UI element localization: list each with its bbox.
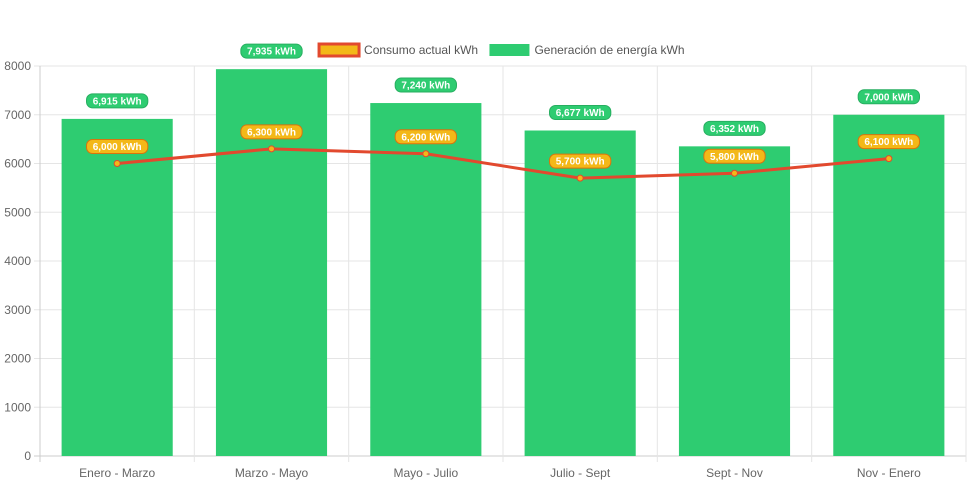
bar-data-label-text: 7,240 kWh (401, 81, 450, 92)
line-data-label-bg (86, 139, 149, 154)
line-data-label-bg (240, 124, 303, 140)
x-tick-label: Julio - Sept (550, 466, 611, 480)
bar-data-label-text: 6,915 kWh (93, 96, 142, 107)
line-layer (113, 145, 893, 182)
y-tick-label: 8000 (4, 59, 31, 73)
axis-layer: 0 1000 2000 3000 4000 5000 6000 7000 8000 Enero -… (4, 59, 921, 480)
bar-data-label: 6,677 kWh (549, 104, 612, 120)
bar-data-label-text: 6,352 kWh (710, 124, 759, 135)
bar-data-label: 6,352 kWh (703, 120, 766, 136)
legend-item-consumo[interactable]: Consumo actual kWh (317, 42, 478, 58)
bar-data-label-bg (857, 89, 920, 105)
point-consumo[interactable] (576, 174, 584, 182)
point-consumo[interactable] (113, 160, 121, 167)
line-data-label-text: 5,800 kWh (710, 152, 759, 163)
bar-data-label: 6,915 kWh (86, 93, 149, 109)
x-tick-label: Marzo - Mayo (235, 466, 309, 480)
point-consumo[interactable] (731, 169, 738, 177)
x-tick-label: Sept - Nov (706, 466, 763, 480)
x-tick-label: Enero - Marzo (79, 466, 155, 480)
y-tick-label: 2000 (4, 352, 31, 366)
y-tick-label: 6000 (4, 157, 31, 171)
y-tick-label: 4000 (4, 254, 31, 268)
x-tick-label: Nov - Enero (857, 466, 921, 480)
bar-generacion[interactable] (678, 146, 791, 456)
line-consumo (117, 147, 889, 180)
bar-data-label: 7,935 kWh (240, 43, 303, 59)
line-data-label: 6,200 kWh (394, 129, 457, 145)
point-consumo[interactable] (268, 145, 275, 153)
line-data-label-text: 6,200 kWh (401, 132, 450, 143)
bar-data-label-bg (240, 43, 303, 59)
y-tick-label: 0 (24, 449, 31, 463)
line-data-label: 6,100 kWh (857, 134, 920, 150)
bar-data-label-bg (703, 120, 766, 136)
line-data-label: 5,700 kWh (549, 153, 612, 169)
line-data-label-text: 6,300 kWh (247, 127, 296, 138)
legend-label: Consumo actual kWh (364, 43, 478, 57)
line-data-label-text: 6,100 kWh (864, 137, 913, 148)
legend[interactable]: Consumo actual kWh Generación de energía … (317, 42, 685, 58)
line-data-label-bg (394, 129, 457, 145)
grid-layer (34, 65, 967, 462)
line-data-label: 6,000 kWh (86, 139, 149, 154)
bar-data-label-bg (86, 93, 149, 109)
line-data-label-text: 5,700 kWh (556, 157, 605, 168)
point-consumo[interactable] (422, 150, 430, 158)
line-data-label: 5,800 kWh (703, 148, 766, 164)
line-data-label: 6,300 kWh (240, 124, 303, 140)
line-data-label-text: 6,000 kWh (93, 142, 142, 153)
line-data-label-bg (703, 148, 766, 164)
x-tick-label: Mayo - Julio (393, 466, 458, 480)
legend-item-generacion[interactable]: Generación de energía kWh (489, 43, 685, 57)
line-data-label-bg (549, 153, 612, 169)
y-tick-label: 7000 (4, 108, 31, 122)
bar-generacion[interactable] (61, 118, 173, 457)
y-tick-label: 3000 (4, 303, 31, 317)
bar-data-label-text: 7,000 kWh (864, 92, 913, 103)
y-tick-label: 1000 (4, 400, 31, 414)
bars-layer (61, 69, 945, 457)
bar-data-label: 7,000 kWh (857, 89, 920, 105)
legend-swatch (489, 44, 530, 56)
bar-data-label-bg (549, 104, 612, 120)
legend-swatch (317, 42, 361, 58)
bar-data-label-bg (394, 77, 457, 93)
line-data-label-bg (857, 134, 920, 150)
y-tick-label: 5000 (4, 205, 31, 219)
bar-generacion[interactable] (370, 103, 482, 457)
bar-data-label-text: 7,935 kWh (247, 47, 296, 58)
point-consumo[interactable] (885, 155, 893, 163)
bar-generacion[interactable] (833, 114, 945, 456)
legend-label: Generación de energía kWh (534, 43, 684, 57)
bar-data-label: 7,240 kWh (394, 77, 457, 93)
bar-data-label-text: 6,677 kWh (556, 108, 605, 119)
bar-generacion[interactable] (524, 130, 636, 456)
data-labels-layer: 6,915 kWh 7,935 kWh 7,240 kWh 6,677 kWh 6,35… (86, 43, 920, 169)
